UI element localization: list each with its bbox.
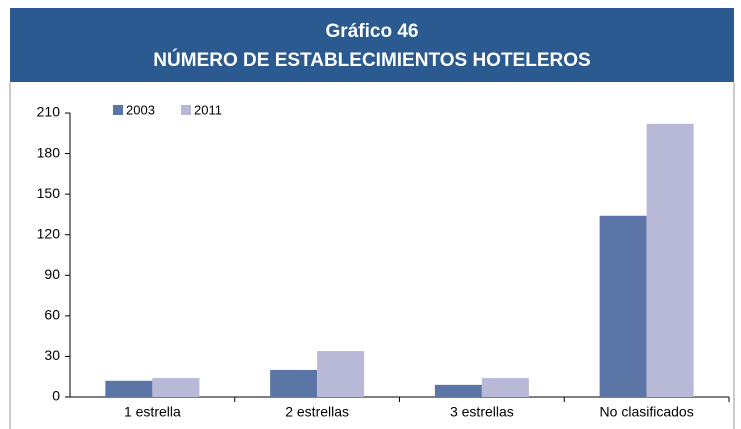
legend-swatch (113, 105, 123, 115)
y-tick-label: 30 (44, 347, 60, 363)
y-tick-label: 180 (37, 144, 61, 160)
legend-label: 2011 (194, 102, 222, 117)
bar (317, 351, 365, 397)
chart-title: Gráfico 46 (326, 21, 419, 42)
y-tick-label: 90 (44, 266, 60, 282)
bar (434, 384, 482, 397)
chart-subtitle: NÚMERO DE ESTABLECIMIENTOS HOTELEROS (153, 49, 590, 71)
x-tick-label: 3 estrellas (450, 404, 514, 420)
legend-swatch (181, 105, 191, 115)
legend-label: 2003 (126, 102, 155, 117)
bar (105, 380, 153, 397)
header (10, 8, 734, 82)
x-tick-label: 2 estrellas (285, 404, 349, 420)
y-tick-label: 150 (37, 185, 61, 201)
x-tick-label: 1 estrella (124, 404, 181, 420)
y-tick-label: 60 (44, 307, 60, 323)
y-tick-label: 0 (52, 388, 60, 404)
bar (270, 369, 318, 397)
bar (599, 215, 647, 397)
y-tick-label: 120 (37, 225, 61, 241)
y-tick-label: 210 (37, 104, 61, 120)
bar (646, 123, 694, 398)
x-tick-label: No clasificados (600, 404, 694, 420)
bar (152, 378, 200, 397)
bar (481, 378, 529, 397)
